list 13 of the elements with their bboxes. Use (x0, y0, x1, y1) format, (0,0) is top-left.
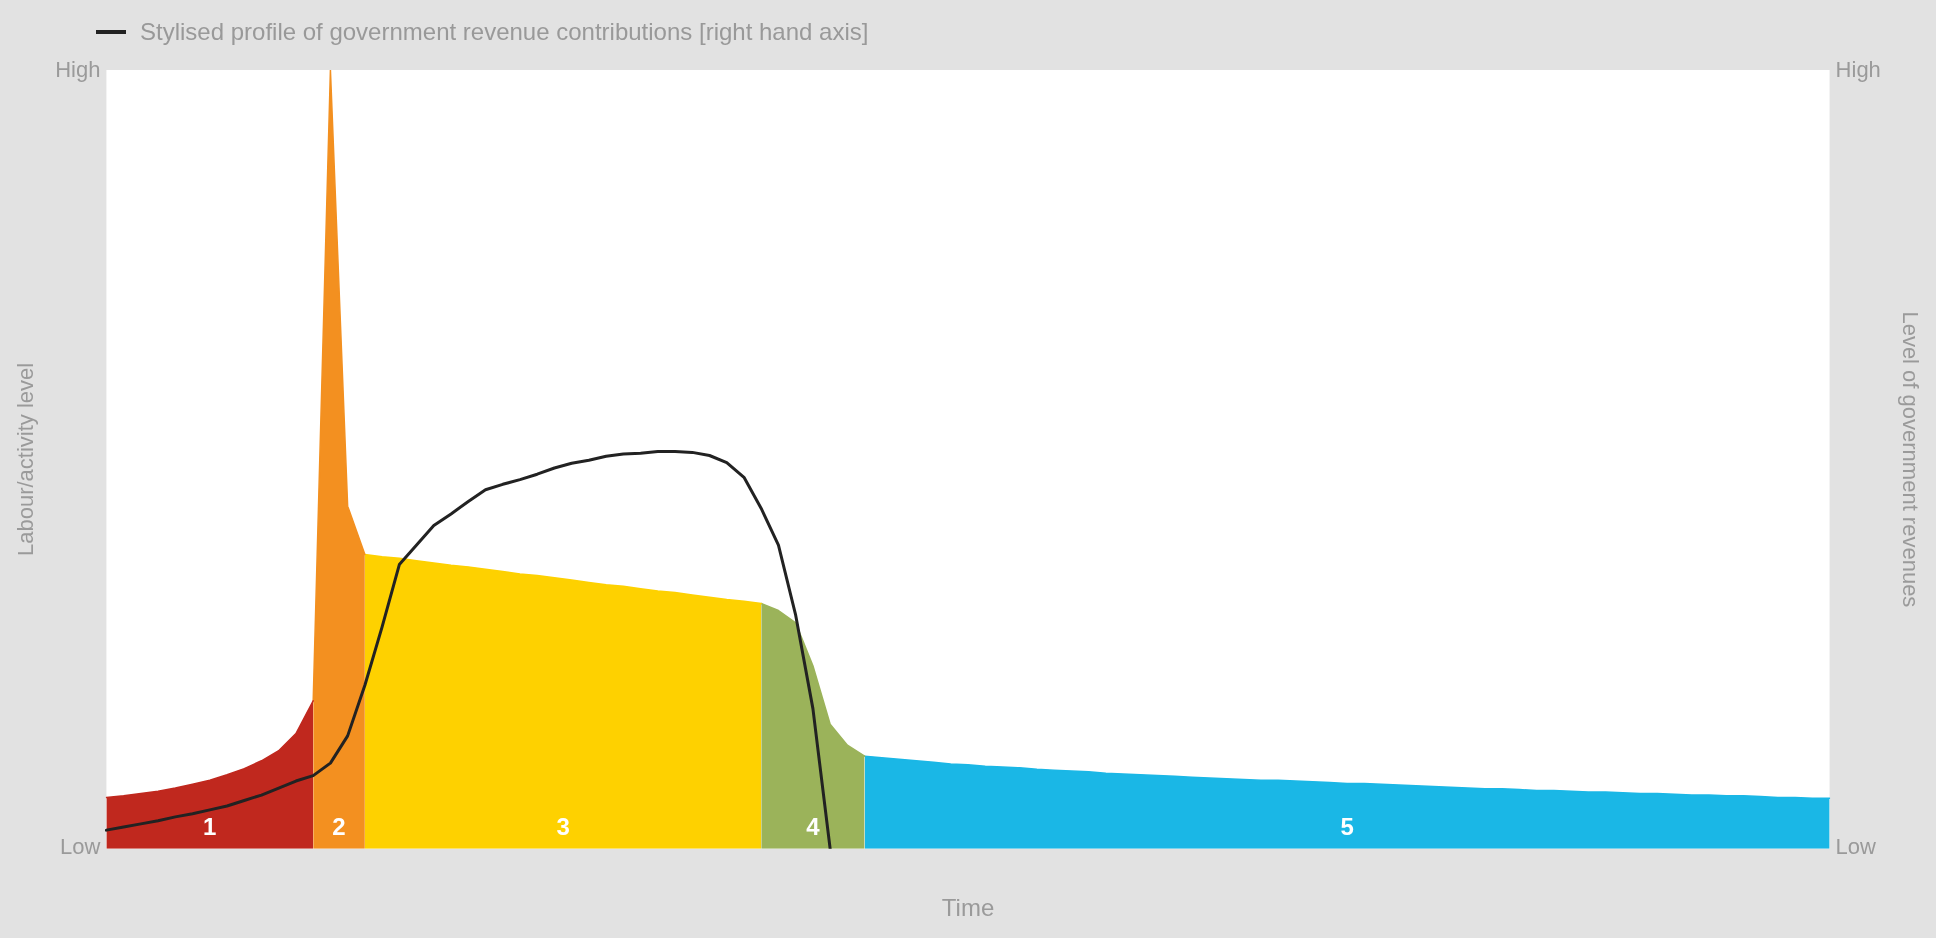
series-label: 2 (332, 813, 346, 841)
text: High (55, 57, 101, 83)
series-label: 4 (806, 813, 821, 841)
legend-label: Stylised profile of government revenue contributions [right hand axis] (140, 18, 869, 46)
series-label: 5 (1340, 813, 1354, 841)
x-axis-title: Time (941, 894, 995, 922)
text: Low (60, 833, 101, 859)
series-label: 3 (556, 813, 570, 841)
y-axis-title: Labour/activity level (13, 362, 39, 557)
text: Low (1835, 833, 1877, 859)
series-label: 1 (203, 813, 217, 841)
y2-axis-title: Level of government revenues (1897, 311, 1923, 608)
text: High (1835, 57, 1881, 83)
